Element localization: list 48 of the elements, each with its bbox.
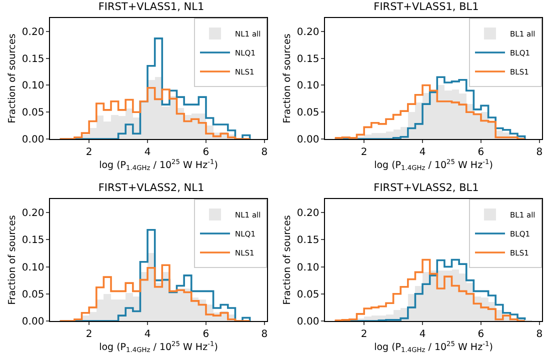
y-tick-label: 0.15 (22, 54, 44, 65)
y-axis-title: Fraction of sources (7, 215, 18, 305)
y-tick-label: 0.10 (22, 262, 44, 274)
y-tick-label: 0.20 (296, 208, 320, 220)
y-tick-label: 0.20 (22, 26, 44, 38)
y-tick-label: 0.20 (22, 208, 44, 220)
x-tick-label: 8 (261, 328, 268, 340)
x-tick-label: 2 (360, 328, 368, 340)
y-tick-label: 0.10 (22, 80, 44, 92)
x-tick-label: 6 (202, 328, 210, 340)
x-tick-label: 6 (202, 146, 210, 158)
y-tick-label: 0.00 (22, 134, 44, 146)
y-tick-label: 0.05 (296, 289, 320, 300)
y-tick-label: 0.05 (22, 289, 44, 300)
x-tick-label: 4 (144, 146, 151, 158)
x-tick-label: 2 (360, 146, 368, 158)
x-tick-label: 2 (86, 146, 92, 158)
x-tick-label: 4 (144, 328, 151, 340)
y-tick-label: 0.10 (296, 262, 320, 274)
x-tick-label: 8 (261, 146, 268, 158)
y-tick-label: 0.05 (296, 108, 320, 119)
chart-title: FIRST+VLASS1, NL1 (98, 1, 204, 14)
x-axis-title: log (P$_{1.4GHz}$ / 10$^{25}$ W Hz$^{-1}$) (99, 158, 218, 172)
x-tick-label: 4 (419, 328, 426, 340)
x-tick-label: 4 (419, 146, 426, 158)
chart-title: FIRST+VLASS2, BL1 (374, 182, 479, 194)
x-tick-label: 8 (536, 328, 543, 340)
x-tick-label: 6 (478, 328, 484, 340)
y-axis-title: Fraction of sources (282, 34, 294, 124)
chart-title: FIRST+VLASS2, NL1 (98, 182, 204, 194)
x-axis-title: log (P$_{1.4GHz}$ / 10$^{25}$ W Hz$^{-1}$) (374, 158, 493, 172)
x-tick-label: 6 (478, 146, 484, 158)
y-tick-label: 0.15 (22, 235, 44, 246)
y-axis-title: Fraction of sources (282, 215, 294, 305)
y-tick-label: 0.00 (296, 316, 320, 328)
y-tick-label: 0.10 (296, 80, 320, 92)
x-axis-title: log (P$_{1.4GHz}$ / 10$^{25}$ W Hz$^{-1}$) (374, 340, 493, 354)
x-axis-title: log (P$_{1.4GHz}$ / 10$^{25}$ W Hz$^{-1}$) (99, 340, 218, 354)
y-axis-title: Fraction of sources (7, 34, 18, 124)
y-tick-label: 0.15 (296, 54, 320, 65)
y-tick-label: 0.00 (296, 134, 320, 146)
y-tick-label: 0.05 (22, 108, 44, 119)
chart-title: FIRST+VLASS1, BL1 (374, 1, 479, 14)
x-tick-label: 2 (86, 328, 92, 340)
x-tick-label: 8 (536, 146, 543, 158)
y-tick-label: 0.20 (296, 26, 320, 38)
y-tick-label: 0.15 (296, 235, 320, 246)
y-tick-label: 0.00 (22, 316, 44, 328)
